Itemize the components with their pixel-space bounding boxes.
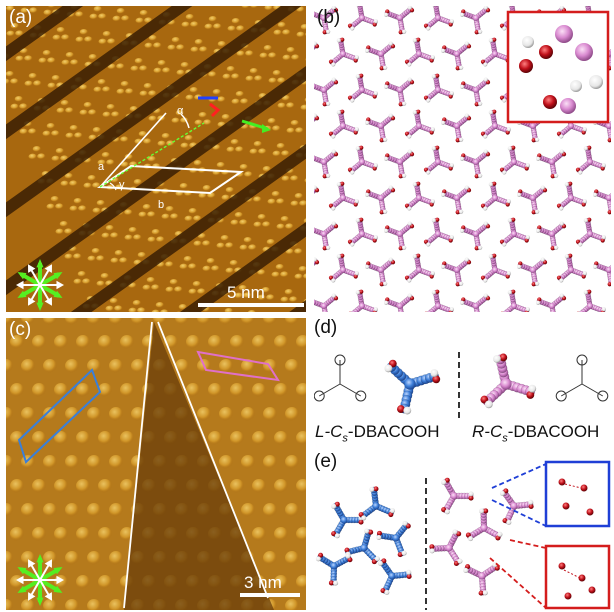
left-label-prefix: L-C bbox=[315, 422, 343, 441]
angle-arc-gamma bbox=[109, 182, 117, 191]
zoom-line-red-1 bbox=[509, 539, 547, 549]
packing-models bbox=[315, 460, 611, 610]
hydrogen-bond-detail bbox=[558, 478, 596, 600]
left-skeletal-structure bbox=[314, 354, 367, 402]
molecular-model-b bbox=[314, 6, 611, 312]
direction-star-a bbox=[16, 259, 64, 311]
lattice-a-label: a bbox=[98, 161, 105, 173]
right-enantiomer-label: R-Cs-DBACOOH bbox=[472, 422, 599, 444]
panel-b-label: (b) bbox=[317, 7, 341, 28]
angle-gamma-label: γ bbox=[119, 179, 125, 191]
right-label-prefix: R-C bbox=[472, 422, 503, 441]
panel-a: a b α γ (a) 5 nm bbox=[6, 6, 306, 312]
panel-e: (e) bbox=[314, 448, 611, 610]
direction-star-c bbox=[16, 554, 64, 606]
left-label-sub: s bbox=[342, 432, 348, 445]
inset-red-box-e bbox=[544, 544, 611, 610]
panel-a-label: (a) bbox=[9, 7, 33, 28]
panel-c-label: (c) bbox=[9, 319, 32, 340]
pink-molecule-model bbox=[480, 353, 537, 409]
zoom-line-red-2 bbox=[489, 557, 547, 609]
angle-arc-alpha bbox=[180, 113, 190, 129]
zoom-line-blue-2 bbox=[491, 499, 547, 527]
scale-bar-a bbox=[198, 303, 304, 307]
panel-d-label: (d) bbox=[314, 318, 338, 338]
stm-image-c bbox=[6, 318, 306, 610]
panel-d: (d) L-Cs-DBACOOH R-Cs-DBACOOH bbox=[314, 318, 611, 448]
panel-e-label: (e) bbox=[314, 451, 338, 472]
dashed-direction-line bbox=[99, 122, 205, 188]
scale-bar-c bbox=[240, 593, 300, 597]
panel-c: (c) 3 nm bbox=[6, 318, 306, 610]
left-enantiomer-label: L-Cs-DBACOOH bbox=[315, 422, 440, 444]
pink-packing-model bbox=[429, 477, 534, 596]
lattice-b-label: b bbox=[158, 199, 164, 211]
right-skeletal-structure bbox=[555, 354, 609, 402]
stm-dark-trenches bbox=[6, 6, 306, 312]
domain-boundary-right bbox=[157, 321, 269, 599]
enantiomer-structures bbox=[314, 352, 609, 418]
arrow-green-head bbox=[262, 124, 271, 133]
direction-line bbox=[99, 112, 167, 188]
panel-b: (b) bbox=[314, 6, 611, 312]
inset-blue-box bbox=[544, 460, 611, 528]
left-label-suffix: -DBACOOH bbox=[347, 422, 440, 441]
angle-alpha-label: α bbox=[177, 105, 184, 117]
domain-boundary-left bbox=[123, 321, 153, 609]
blue-packing-model bbox=[315, 486, 412, 595]
zoom-line-blue-1 bbox=[491, 463, 547, 489]
unit-cell-blue bbox=[17, 368, 102, 464]
stm-image-a: a b α γ bbox=[6, 6, 306, 312]
disordered-domain bbox=[124, 322, 274, 610]
unit-cell-parallelogram bbox=[96, 164, 245, 195]
blue-molecule-model bbox=[384, 359, 441, 415]
right-label-suffix: -DBACOOH bbox=[507, 422, 600, 441]
scale-label-c: 3 nm bbox=[244, 573, 282, 592]
right-label-sub: s bbox=[502, 432, 508, 445]
scale-label-a: 5 nm bbox=[227, 283, 265, 302]
axis-red bbox=[209, 102, 221, 118]
unit-cell-pink bbox=[196, 350, 280, 382]
inset-close-up bbox=[519, 25, 603, 114]
